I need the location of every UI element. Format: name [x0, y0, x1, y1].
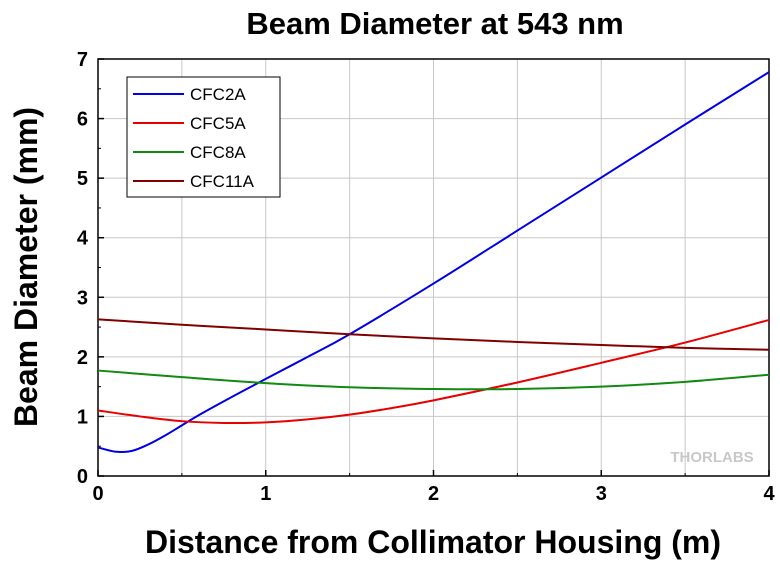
- chart-title: Beam Diameter at 543 nm: [246, 6, 623, 41]
- legend-label-cfc5a: CFC5A: [190, 114, 246, 133]
- grid-lines: [97, 59, 770, 476]
- x-tick-label: 1: [260, 483, 271, 505]
- y-tick-label: 5: [77, 168, 88, 190]
- x-tick-label: 3: [596, 483, 607, 505]
- series-line-cfc11a: [97, 318, 770, 351]
- x-axis-label: Distance from Collimator Housing (m): [145, 524, 721, 560]
- series-line-cfc8a: [97, 369, 770, 391]
- y-axis-tick-labels: 0 1 2 3 4 5 6 7: [77, 49, 89, 488]
- legend: CFC2A CFC5A CFC8A CFC11A: [126, 76, 281, 198]
- series-lines: [97, 71, 770, 453]
- series-line-cfc5a: [97, 318, 770, 425]
- x-tick-label: 4: [763, 483, 775, 505]
- axis-ticks: [97, 58, 770, 477]
- x-axis-tick-labels: 0 1 2 3 4: [92, 483, 775, 505]
- thorlabs-watermark: THORLABS: [670, 449, 753, 466]
- y-tick-label: 4: [77, 228, 89, 250]
- x-tick-label: 2: [428, 483, 439, 505]
- legend-box: [126, 76, 281, 198]
- series-line-cfc2a: [97, 71, 770, 453]
- y-axis-label: Beam Diameter (mm): [8, 107, 44, 427]
- legend-label-cfc11a: CFC11A: [190, 172, 255, 191]
- y-tick-label: 7: [77, 49, 88, 71]
- y-tick-label: 2: [77, 347, 88, 369]
- y-tick-label: 6: [77, 109, 88, 131]
- y-tick-label: 0: [77, 466, 88, 488]
- legend-label-cfc8a: CFC8A: [190, 143, 246, 162]
- y-tick-label: 3: [77, 287, 88, 309]
- y-tick-label: 1: [77, 406, 88, 428]
- x-tick-label: 0: [92, 483, 103, 505]
- legend-label-cfc2a: CFC2A: [190, 85, 246, 104]
